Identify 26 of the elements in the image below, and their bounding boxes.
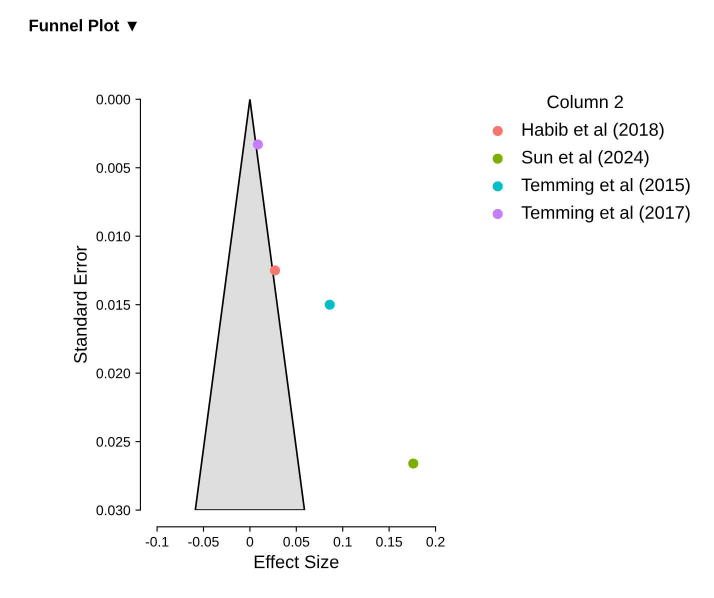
x-tick-label: 0.15 bbox=[376, 536, 402, 547]
x-tick-label: 0 bbox=[246, 536, 254, 547]
point bbox=[270, 265, 280, 276]
legend-label: Habib et al (2018) bbox=[522, 122, 664, 140]
legend-title: Column 2 bbox=[547, 94, 623, 108]
y-tick-label: 0.010 bbox=[96, 232, 130, 242]
x-axis-title: Effect Size bbox=[254, 554, 338, 568]
x-tick-label: -0.05 bbox=[188, 536, 219, 547]
legend-label: Temming et al (2015) bbox=[522, 178, 690, 195]
x-tick-label: 0.05 bbox=[283, 536, 310, 547]
y-tick-label: 0.030 bbox=[96, 505, 130, 516]
y-axis-title: Standard Error bbox=[74, 246, 87, 364]
y-tick-label: 0.005 bbox=[96, 163, 130, 173]
y-tick-label: 0.025 bbox=[96, 436, 130, 447]
y-tick-label: 0.020 bbox=[96, 368, 130, 378]
legend-label: Sun et al (2024) bbox=[522, 150, 649, 168]
x-tick-label: -0.1 bbox=[146, 536, 168, 547]
point bbox=[324, 300, 335, 310]
legend-label: Temming et al (2017) bbox=[522, 206, 690, 222]
point bbox=[252, 139, 263, 150]
y-tick-label: 0.015 bbox=[96, 300, 130, 310]
x-tick-label: 0.2 bbox=[426, 536, 444, 547]
point bbox=[408, 458, 418, 469]
y-tick-label: 0.000 bbox=[96, 94, 130, 104]
x-tick-label: 0.1 bbox=[334, 536, 352, 547]
chart-title: Funnel Plot ▼ bbox=[30, 19, 138, 32]
